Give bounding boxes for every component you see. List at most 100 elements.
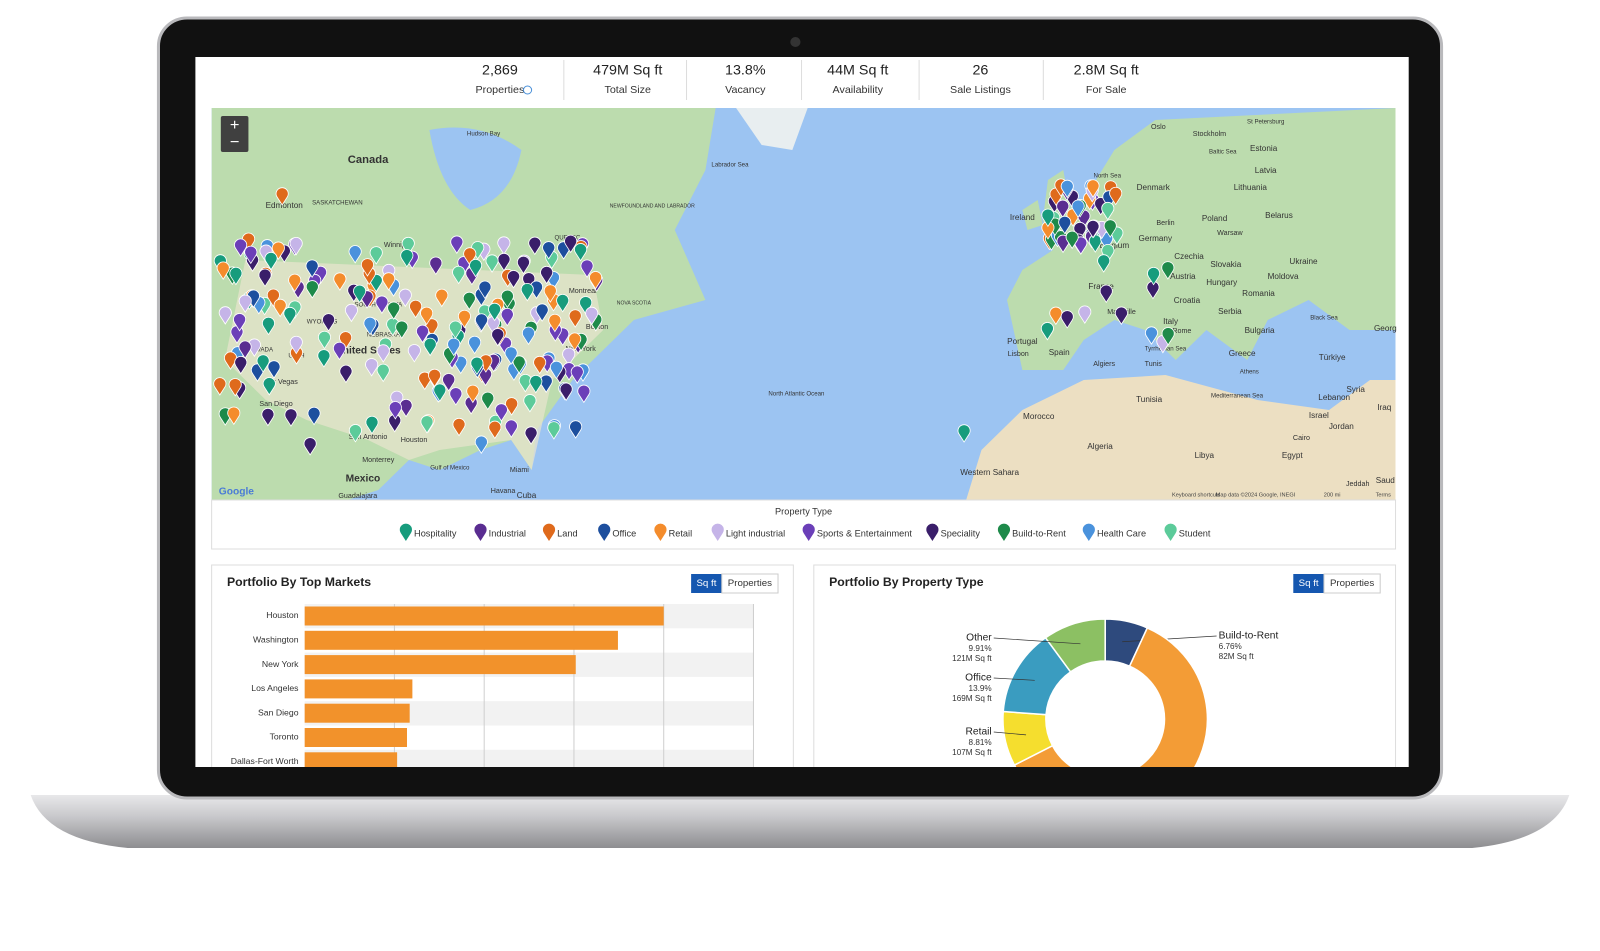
map-pin[interactable] bbox=[1071, 199, 1085, 219]
map-pin[interactable] bbox=[504, 346, 518, 365]
map-pin[interactable] bbox=[288, 273, 302, 293]
map-pin[interactable] bbox=[238, 340, 252, 359]
toggle[interactable] bbox=[721, 573, 779, 594]
map-pin[interactable] bbox=[227, 406, 241, 426]
map-pin[interactable] bbox=[1101, 244, 1115, 263]
map-pin[interactable] bbox=[547, 421, 561, 440]
map-pin[interactable] bbox=[1114, 306, 1128, 326]
map-pin[interactable] bbox=[360, 258, 374, 277]
map-pin[interactable] bbox=[1101, 201, 1115, 221]
map-pin[interactable] bbox=[266, 288, 280, 308]
map-pin[interactable] bbox=[548, 313, 562, 333]
map-pin[interactable] bbox=[284, 408, 298, 427]
map-pin[interactable] bbox=[522, 272, 536, 291]
map-pin[interactable] bbox=[1056, 199, 1070, 219]
map-pin[interactable] bbox=[559, 382, 573, 402]
map-pin[interactable] bbox=[528, 236, 542, 256]
map-pin[interactable] bbox=[549, 360, 563, 380]
map-pin[interactable] bbox=[507, 270, 521, 289]
toggle-label[interactable]: Sq ft bbox=[1299, 578, 1319, 589]
map-pin[interactable] bbox=[523, 394, 537, 413]
legend-label[interactable]: Hospitality bbox=[414, 528, 457, 538]
map-pin[interactable] bbox=[305, 280, 319, 299]
map-pin[interactable] bbox=[317, 349, 331, 368]
map-pin[interactable] bbox=[494, 403, 508, 422]
map-pin[interactable] bbox=[264, 251, 278, 271]
map-pin[interactable] bbox=[400, 249, 414, 268]
map-pin[interactable] bbox=[387, 301, 401, 320]
map-pin[interactable] bbox=[463, 247, 477, 266]
map-pin[interactable] bbox=[229, 266, 243, 286]
map-pin[interactable] bbox=[540, 265, 554, 285]
map-pin[interactable] bbox=[369, 246, 383, 265]
map-pin[interactable] bbox=[1058, 215, 1072, 235]
map-pin[interactable] bbox=[289, 237, 303, 256]
map-pin[interactable] bbox=[339, 364, 353, 384]
map-pin[interactable] bbox=[363, 316, 377, 336]
map-pin[interactable] bbox=[267, 360, 281, 379]
map-pin[interactable] bbox=[390, 390, 404, 410]
map-pin[interactable] bbox=[469, 258, 483, 278]
legend-label[interactable]: Sports & Entertainment bbox=[817, 528, 913, 538]
map-pin[interactable] bbox=[1060, 310, 1074, 329]
map-pin[interactable] bbox=[535, 303, 549, 322]
toggle[interactable] bbox=[1323, 573, 1381, 594]
map-pin[interactable] bbox=[568, 309, 582, 328]
map-pin[interactable] bbox=[283, 307, 297, 326]
map-pin[interactable] bbox=[348, 245, 362, 264]
map-pin[interactable] bbox=[333, 272, 347, 291]
map-pin[interactable] bbox=[271, 241, 285, 260]
map-pin[interactable] bbox=[466, 384, 480, 404]
map-pin[interactable] bbox=[233, 313, 247, 332]
map-pin[interactable] bbox=[376, 363, 390, 383]
map-pin[interactable] bbox=[1161, 261, 1175, 280]
map-pin[interactable] bbox=[485, 254, 499, 273]
map-pin[interactable] bbox=[395, 320, 409, 340]
map-pin[interactable] bbox=[398, 288, 412, 308]
toggle-label[interactable]: Sq ft bbox=[696, 578, 716, 589]
map-pin[interactable] bbox=[579, 296, 593, 315]
map-pin[interactable] bbox=[339, 331, 353, 350]
map-pin[interactable] bbox=[353, 284, 367, 304]
map-pin[interactable] bbox=[305, 259, 319, 278]
map-pin[interactable] bbox=[415, 324, 430, 344]
map-pin[interactable] bbox=[488, 302, 502, 322]
map-pin[interactable] bbox=[521, 326, 536, 346]
map-pin[interactable] bbox=[512, 355, 526, 374]
map-pin[interactable] bbox=[262, 377, 276, 396]
map-pin[interactable] bbox=[218, 306, 232, 325]
map-pin[interactable] bbox=[533, 356, 547, 375]
map-pin[interactable] bbox=[435, 288, 449, 308]
legend-label[interactable]: Office bbox=[612, 528, 636, 538]
map-pin[interactable] bbox=[409, 299, 423, 319]
map-pin[interactable] bbox=[1147, 267, 1161, 286]
map-pin[interactable] bbox=[574, 243, 588, 262]
map-pin[interactable] bbox=[569, 420, 583, 439]
map-pin[interactable] bbox=[542, 241, 556, 260]
map-pin[interactable] bbox=[529, 375, 543, 394]
legend-label[interactable]: Retail bbox=[669, 528, 693, 538]
legend-label[interactable]: Industrial bbox=[489, 528, 526, 538]
map-pin[interactable] bbox=[448, 320, 462, 340]
map-pin[interactable] bbox=[580, 259, 594, 278]
map-pin[interactable] bbox=[1103, 219, 1117, 238]
map-pin[interactable] bbox=[478, 280, 492, 300]
map-pin[interactable] bbox=[1065, 230, 1079, 250]
map-pin[interactable] bbox=[589, 271, 603, 290]
map-pin[interactable] bbox=[317, 330, 332, 350]
legend-label[interactable]: Student bbox=[1179, 528, 1211, 538]
map-pin[interactable] bbox=[1161, 327, 1175, 346]
map-pin[interactable] bbox=[504, 419, 518, 438]
map-pin[interactable] bbox=[450, 235, 464, 254]
toggle-active[interactable] bbox=[691, 574, 722, 593]
map-pin[interactable] bbox=[388, 401, 402, 420]
map-pin[interactable] bbox=[1144, 326, 1159, 345]
map-pin[interactable] bbox=[564, 234, 578, 254]
map-pin[interactable] bbox=[420, 306, 434, 326]
legend-label[interactable]: Land bbox=[557, 528, 577, 538]
zoom-out[interactable]: − bbox=[230, 133, 240, 151]
map-pin[interactable] bbox=[256, 354, 270, 373]
map-pin[interactable] bbox=[376, 344, 390, 363]
map-pin[interactable] bbox=[307, 406, 321, 426]
map-pin[interactable] bbox=[238, 294, 252, 314]
